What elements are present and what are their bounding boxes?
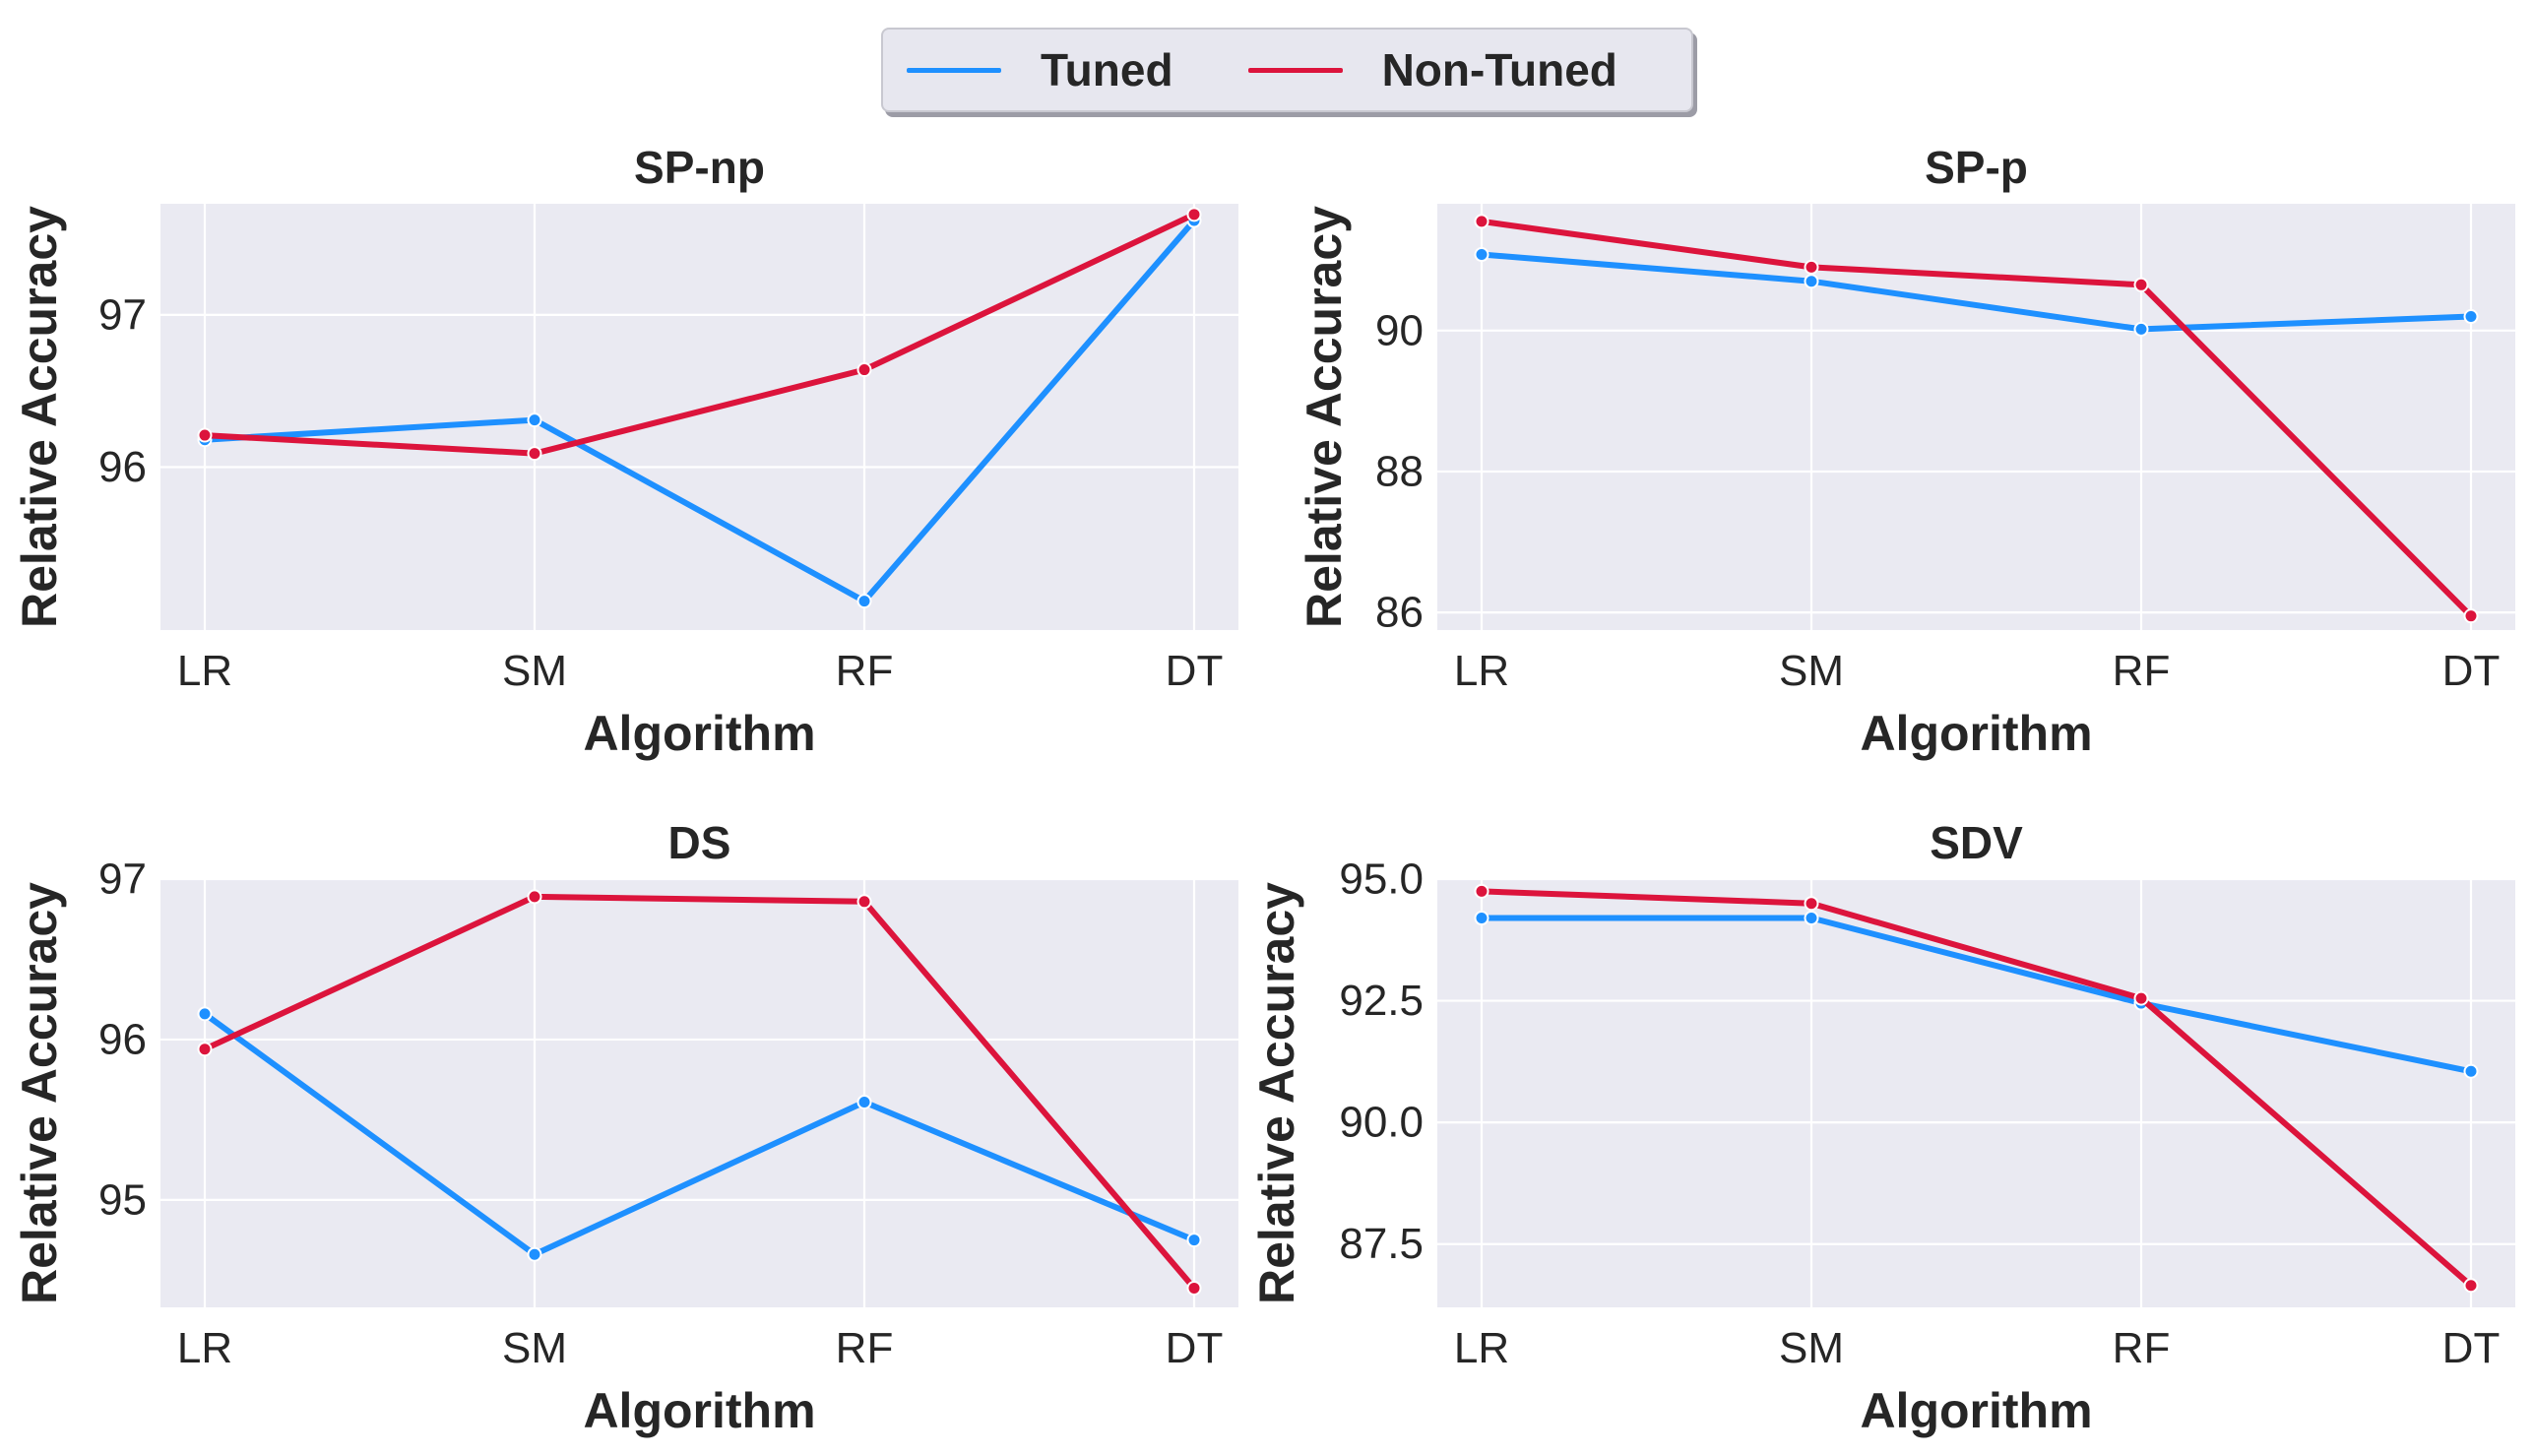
- x-axis-label: Algorithm: [583, 1383, 815, 1438]
- data-point-non-tuned: [2133, 990, 2149, 1006]
- data-point-tuned: [1804, 911, 1819, 926]
- data-point-non-tuned: [856, 362, 872, 378]
- y-axis-label: Relative Accuracy: [12, 882, 67, 1304]
- x-tick-label: LR: [1454, 647, 1509, 695]
- x-tick-label: RF: [836, 647, 894, 695]
- data-point-non-tuned: [1186, 1280, 1202, 1296]
- y-tick-label: 88: [1375, 447, 1424, 495]
- x-tick-label: DT: [1166, 647, 1224, 695]
- series-line-non-tuned: [1479, 218, 2474, 619]
- plot-area: [160, 879, 1238, 1307]
- chart-sdv: 87.5 90.0 92.5 95.0 LR SM RF DT SDV Algorithm Rela…: [1249, 817, 2515, 1438]
- y-tick-label: 87.5: [1339, 1220, 1424, 1268]
- legend-label-tuned: Tuned: [1041, 44, 1173, 95]
- legend-label-non-tuned: Non-Tuned: [1381, 44, 1617, 95]
- x-axis-label: Algorithm: [1860, 706, 2092, 761]
- y-tick-label: 95: [98, 1175, 147, 1224]
- plot-area: [160, 204, 1238, 630]
- y-tick-label: 86: [1375, 589, 1424, 637]
- data-point-tuned: [2463, 309, 2479, 325]
- x-tick-label: DT: [2442, 1324, 2501, 1372]
- data-point-tuned: [1474, 911, 1489, 926]
- data-point-tuned: [527, 412, 542, 428]
- y-tick-label: 95.0: [1339, 855, 1424, 904]
- x-axis-label: Algorithm: [583, 706, 815, 761]
- data-point-tuned: [1804, 274, 1819, 289]
- data-point-non-tuned: [1474, 214, 1489, 229]
- data-point-tuned: [856, 1094, 872, 1109]
- data-point-non-tuned: [527, 889, 542, 905]
- x-tick-label: RF: [2113, 1324, 2171, 1372]
- data-point-tuned: [197, 1006, 213, 1022]
- data-point-non-tuned: [1804, 896, 1819, 912]
- series-line-non-tuned: [202, 211, 1197, 457]
- data-point-non-tuned: [1804, 259, 1819, 275]
- chart-panels: 96 97 LR SM RF DT SP-np Algorithm Relative Accur…: [12, 142, 2515, 1438]
- x-tick-label: DT: [2442, 647, 2501, 695]
- y-tick-label: 97: [98, 855, 147, 904]
- y-tick-label: 96: [98, 443, 147, 491]
- chart-title: SP-np: [634, 142, 765, 193]
- x-tick-label: RF: [2113, 647, 2171, 695]
- y-axis-label: Relative Accuracy: [1249, 882, 1304, 1304]
- chart-sp-p: 86 88 90 LR SM RF DT SP-p Algorithm Relative Accu…: [1297, 142, 2515, 761]
- series-line-tuned: [202, 218, 1197, 604]
- x-tick-label: SM: [502, 1324, 567, 1372]
- data-point-non-tuned: [1474, 883, 1489, 899]
- data-point-tuned: [1474, 247, 1489, 263]
- chart-title: DS: [668, 817, 731, 868]
- plot-area: [1437, 204, 2515, 630]
- x-tick-label: SM: [1779, 1324, 1844, 1372]
- x-tick-label: LR: [177, 1324, 232, 1372]
- x-tick-label: LR: [1454, 1324, 1509, 1372]
- data-point-tuned: [2133, 321, 2149, 337]
- data-point-tuned: [1186, 1233, 1202, 1248]
- series-line-tuned: [1479, 915, 2474, 1075]
- data-point-non-tuned: [2463, 608, 2479, 624]
- data-point-non-tuned: [856, 894, 872, 910]
- x-tick-label: SM: [502, 647, 567, 695]
- legend-item-tuned: Tuned: [907, 43, 1173, 96]
- x-tick-label: DT: [1166, 1324, 1224, 1372]
- y-tick-label: 97: [98, 290, 147, 339]
- data-point-tuned: [2463, 1063, 2479, 1079]
- y-tick-label: 90.0: [1339, 1099, 1424, 1147]
- x-axis-label: Algorithm: [1860, 1383, 2092, 1438]
- chart-sp-np: 96 97 LR SM RF DT SP-np Algorithm Relative Accur…: [12, 142, 1238, 761]
- data-point-tuned: [856, 594, 872, 609]
- chart-title: SP-p: [1925, 142, 2028, 193]
- x-tick-label: SM: [1779, 647, 1844, 695]
- chart-ds: 95 96 97 LR SM RF DT DS Algorithm Relative Accura…: [12, 817, 1238, 1438]
- series-line-tuned: [202, 1010, 1197, 1258]
- data-point-non-tuned: [1186, 207, 1202, 222]
- x-tick-label: RF: [836, 1324, 894, 1372]
- data-point-non-tuned: [197, 427, 213, 443]
- data-point-tuned: [527, 1246, 542, 1262]
- data-point-non-tuned: [527, 446, 542, 462]
- data-point-non-tuned: [197, 1042, 213, 1057]
- x-tick-label: LR: [177, 647, 232, 695]
- chart-title: SDV: [1930, 817, 2023, 868]
- legend-swatch-tuned: [907, 67, 1001, 73]
- data-point-non-tuned: [2463, 1278, 2479, 1294]
- series-line-tuned: [1479, 251, 2474, 333]
- series-line-non-tuned: [202, 893, 1197, 1292]
- legend-swatch-non-tuned: [1247, 67, 1343, 73]
- data-point-non-tuned: [2133, 277, 2149, 292]
- y-tick-label: 92.5: [1339, 977, 1424, 1025]
- y-tick-label: 90: [1375, 306, 1424, 354]
- series-line-non-tuned: [1479, 888, 2474, 1289]
- y-tick-label: 96: [98, 1015, 147, 1063]
- y-axis-label: Relative Accuracy: [12, 206, 67, 628]
- y-axis-label: Relative Accuracy: [1297, 206, 1352, 628]
- legend: Tuned Non-Tuned: [881, 28, 1693, 112]
- legend-item-non-tuned: Non-Tuned: [1247, 43, 1617, 96]
